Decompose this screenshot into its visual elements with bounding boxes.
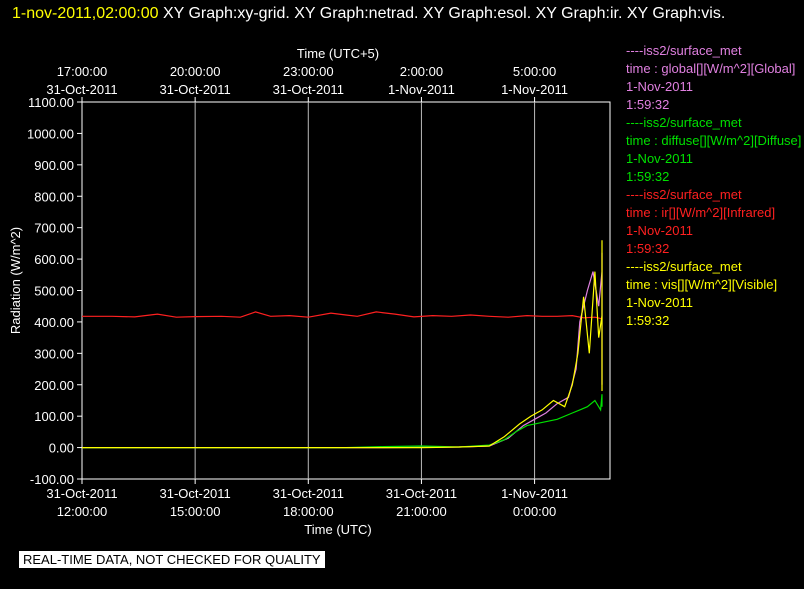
y-tick-label: 900.00 xyxy=(34,158,74,173)
x-tick-label: 21:00:00 xyxy=(396,504,447,519)
y-tick-label: 400.00 xyxy=(34,315,74,330)
x-tick-label: 31-Oct-2011 xyxy=(159,486,230,501)
x-tick-label: 15:00:00 xyxy=(170,504,221,519)
legend-date: 1-Nov-2011 xyxy=(626,295,693,310)
series-diffuse-line xyxy=(82,394,603,449)
legend-time: 1:59:32 xyxy=(626,97,670,112)
x2-axis-label: Time (UTC+5) xyxy=(297,46,379,61)
x2-tick-label: 31-Oct-2011 xyxy=(159,82,230,97)
x2-tick-label: 23:00:00 xyxy=(283,64,334,79)
x2-tick-label: 2:00:00 xyxy=(400,64,443,79)
x-tick-label: 12:00:00 xyxy=(57,504,108,519)
legend-var: time : ir[][W/m^2][Infrared] xyxy=(626,205,776,220)
x-tick-label: 31-Oct-2011 xyxy=(46,486,117,501)
x-tick-label: 1-Nov-2011 xyxy=(501,486,568,501)
y-tick-label: 1000.00 xyxy=(27,126,74,141)
y-tick-label: 800.00 xyxy=(34,189,74,204)
legend-var: time : vis[][W/m^2][Visible] xyxy=(626,277,778,292)
legend-var: time : global[][W/m^2][Global] xyxy=(626,61,796,76)
x-tick-label: 18:00:00 xyxy=(283,504,334,519)
header: 1-nov-2011,02:00:00 XY Graph:xy-grid. XY… xyxy=(12,3,802,24)
legend-time: 1:59:32 xyxy=(626,241,670,256)
x-tick-label: 0:00:00 xyxy=(513,504,556,519)
quality-warning: REAL-TIME DATA, NOT CHECKED FOR QUALITY xyxy=(19,551,325,568)
legend-time: 1:59:32 xyxy=(626,313,670,328)
header-timestamp: 1-nov-2011,02:00:00 xyxy=(12,5,159,22)
y-axis-label: Radiation (W/m^2) xyxy=(8,227,23,334)
x2-tick-label: 31-Oct-2011 xyxy=(46,82,117,97)
x2-tick-label: 17:00:00 xyxy=(57,64,108,79)
legend-date: 1-Nov-2011 xyxy=(626,79,693,94)
x-axis-label: Time (UTC) xyxy=(304,522,371,537)
series-global-line xyxy=(82,252,603,449)
legend-time: 1:59:32 xyxy=(626,169,670,184)
legend-date: 1-Nov-2011 xyxy=(626,223,693,238)
x2-tick-label: 20:00:00 xyxy=(170,64,221,79)
y-tick-label: 0.00 xyxy=(49,441,74,456)
y-tick-label: 700.00 xyxy=(34,221,74,236)
legend-source: ----iss2/surface_met xyxy=(626,115,742,130)
x-tick-label: 31-Oct-2011 xyxy=(386,486,457,501)
plot-frame xyxy=(81,101,611,480)
y-tick-label: 200.00 xyxy=(34,378,74,393)
y-tick-label: 100.00 xyxy=(34,409,74,424)
legend-source: ----iss2/surface_met xyxy=(626,259,742,274)
y-tick-label: 500.00 xyxy=(34,284,74,299)
y-tick-label: 300.00 xyxy=(34,346,74,361)
y-tick-label: 1100.00 xyxy=(28,95,74,110)
x2-tick-label: 5:00:00 xyxy=(513,64,556,79)
x2-tick-label: 1-Nov-2011 xyxy=(501,82,568,97)
legend-source: ----iss2/surface_met xyxy=(626,187,742,202)
series-ir-line xyxy=(82,311,603,320)
header-graph-list: XY Graph:xy-grid. XY Graph:netrad. XY Gr… xyxy=(162,5,726,22)
legend-var: time : diffuse[][W/m^2][Diffuse] xyxy=(626,133,802,148)
y-tick-label: 600.00 xyxy=(34,252,74,267)
series-vis-line xyxy=(82,240,603,449)
legend-source: ----iss2/surface_met xyxy=(626,43,742,58)
legend-date: 1-Nov-2011 xyxy=(626,151,693,166)
y-tick-label: -100.00 xyxy=(30,472,74,487)
x-tick-label: 31-Oct-2011 xyxy=(273,486,344,501)
x2-tick-label: 31-Oct-2011 xyxy=(273,82,344,97)
x2-tick-label: 1-Nov-2011 xyxy=(388,82,455,97)
